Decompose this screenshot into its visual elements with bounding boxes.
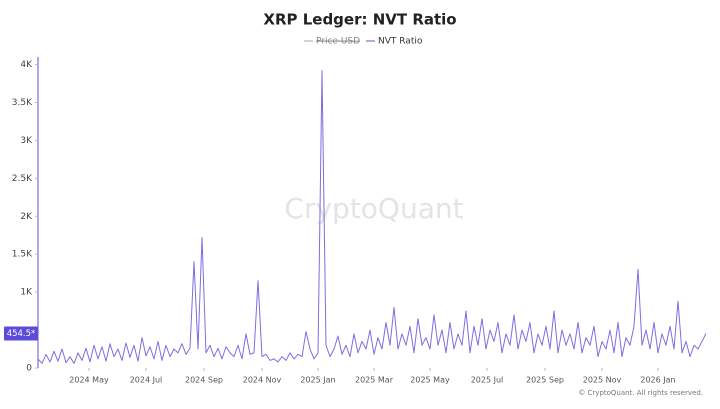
footer: © CryptoQuant. All rights reserved.	[578, 389, 703, 397]
x-tick-label: 2025 Sep	[526, 376, 564, 385]
y-tick-label: 0	[26, 364, 32, 374]
x-tick-label: 2025 May	[410, 376, 450, 385]
x-tick-label: 2025 Mar	[355, 376, 394, 385]
x-tick-label: 2025 Jan	[300, 376, 335, 385]
legend-label: NVT Ratio	[378, 37, 423, 47]
x-tick-label: 2025 Nov	[583, 376, 622, 385]
y-tick-label: 4K	[20, 60, 33, 70]
current-badge	[4, 326, 38, 341]
x-tick-label: 2024 Nov	[243, 376, 282, 385]
line-series	[37, 70, 707, 364]
y-tick-label: 3K	[20, 136, 33, 146]
current-label: 454.5*	[7, 329, 36, 339]
x-tick-label: 2024 May	[69, 376, 109, 385]
y-tick-label: 2.5K	[12, 174, 33, 184]
y-tick-label: 2K	[20, 212, 33, 222]
y-tick-label: 1.5K	[12, 250, 33, 260]
chart-title: XRP Ledger: NVT Ratio	[263, 11, 456, 29]
x-tick-label: 2025 Jul	[471, 376, 504, 385]
legend-label: Price USD	[316, 37, 360, 47]
y-tick-label: 3.5K	[12, 98, 33, 108]
x-tick-label: 2024 Sep	[185, 376, 223, 385]
y-tick-label: 1K	[20, 288, 33, 298]
x-tick-label: 2024 Jul	[130, 376, 163, 385]
watermark: CryptoQuant	[284, 192, 463, 225]
x-tick-label: 2026 Jan	[640, 376, 675, 385]
